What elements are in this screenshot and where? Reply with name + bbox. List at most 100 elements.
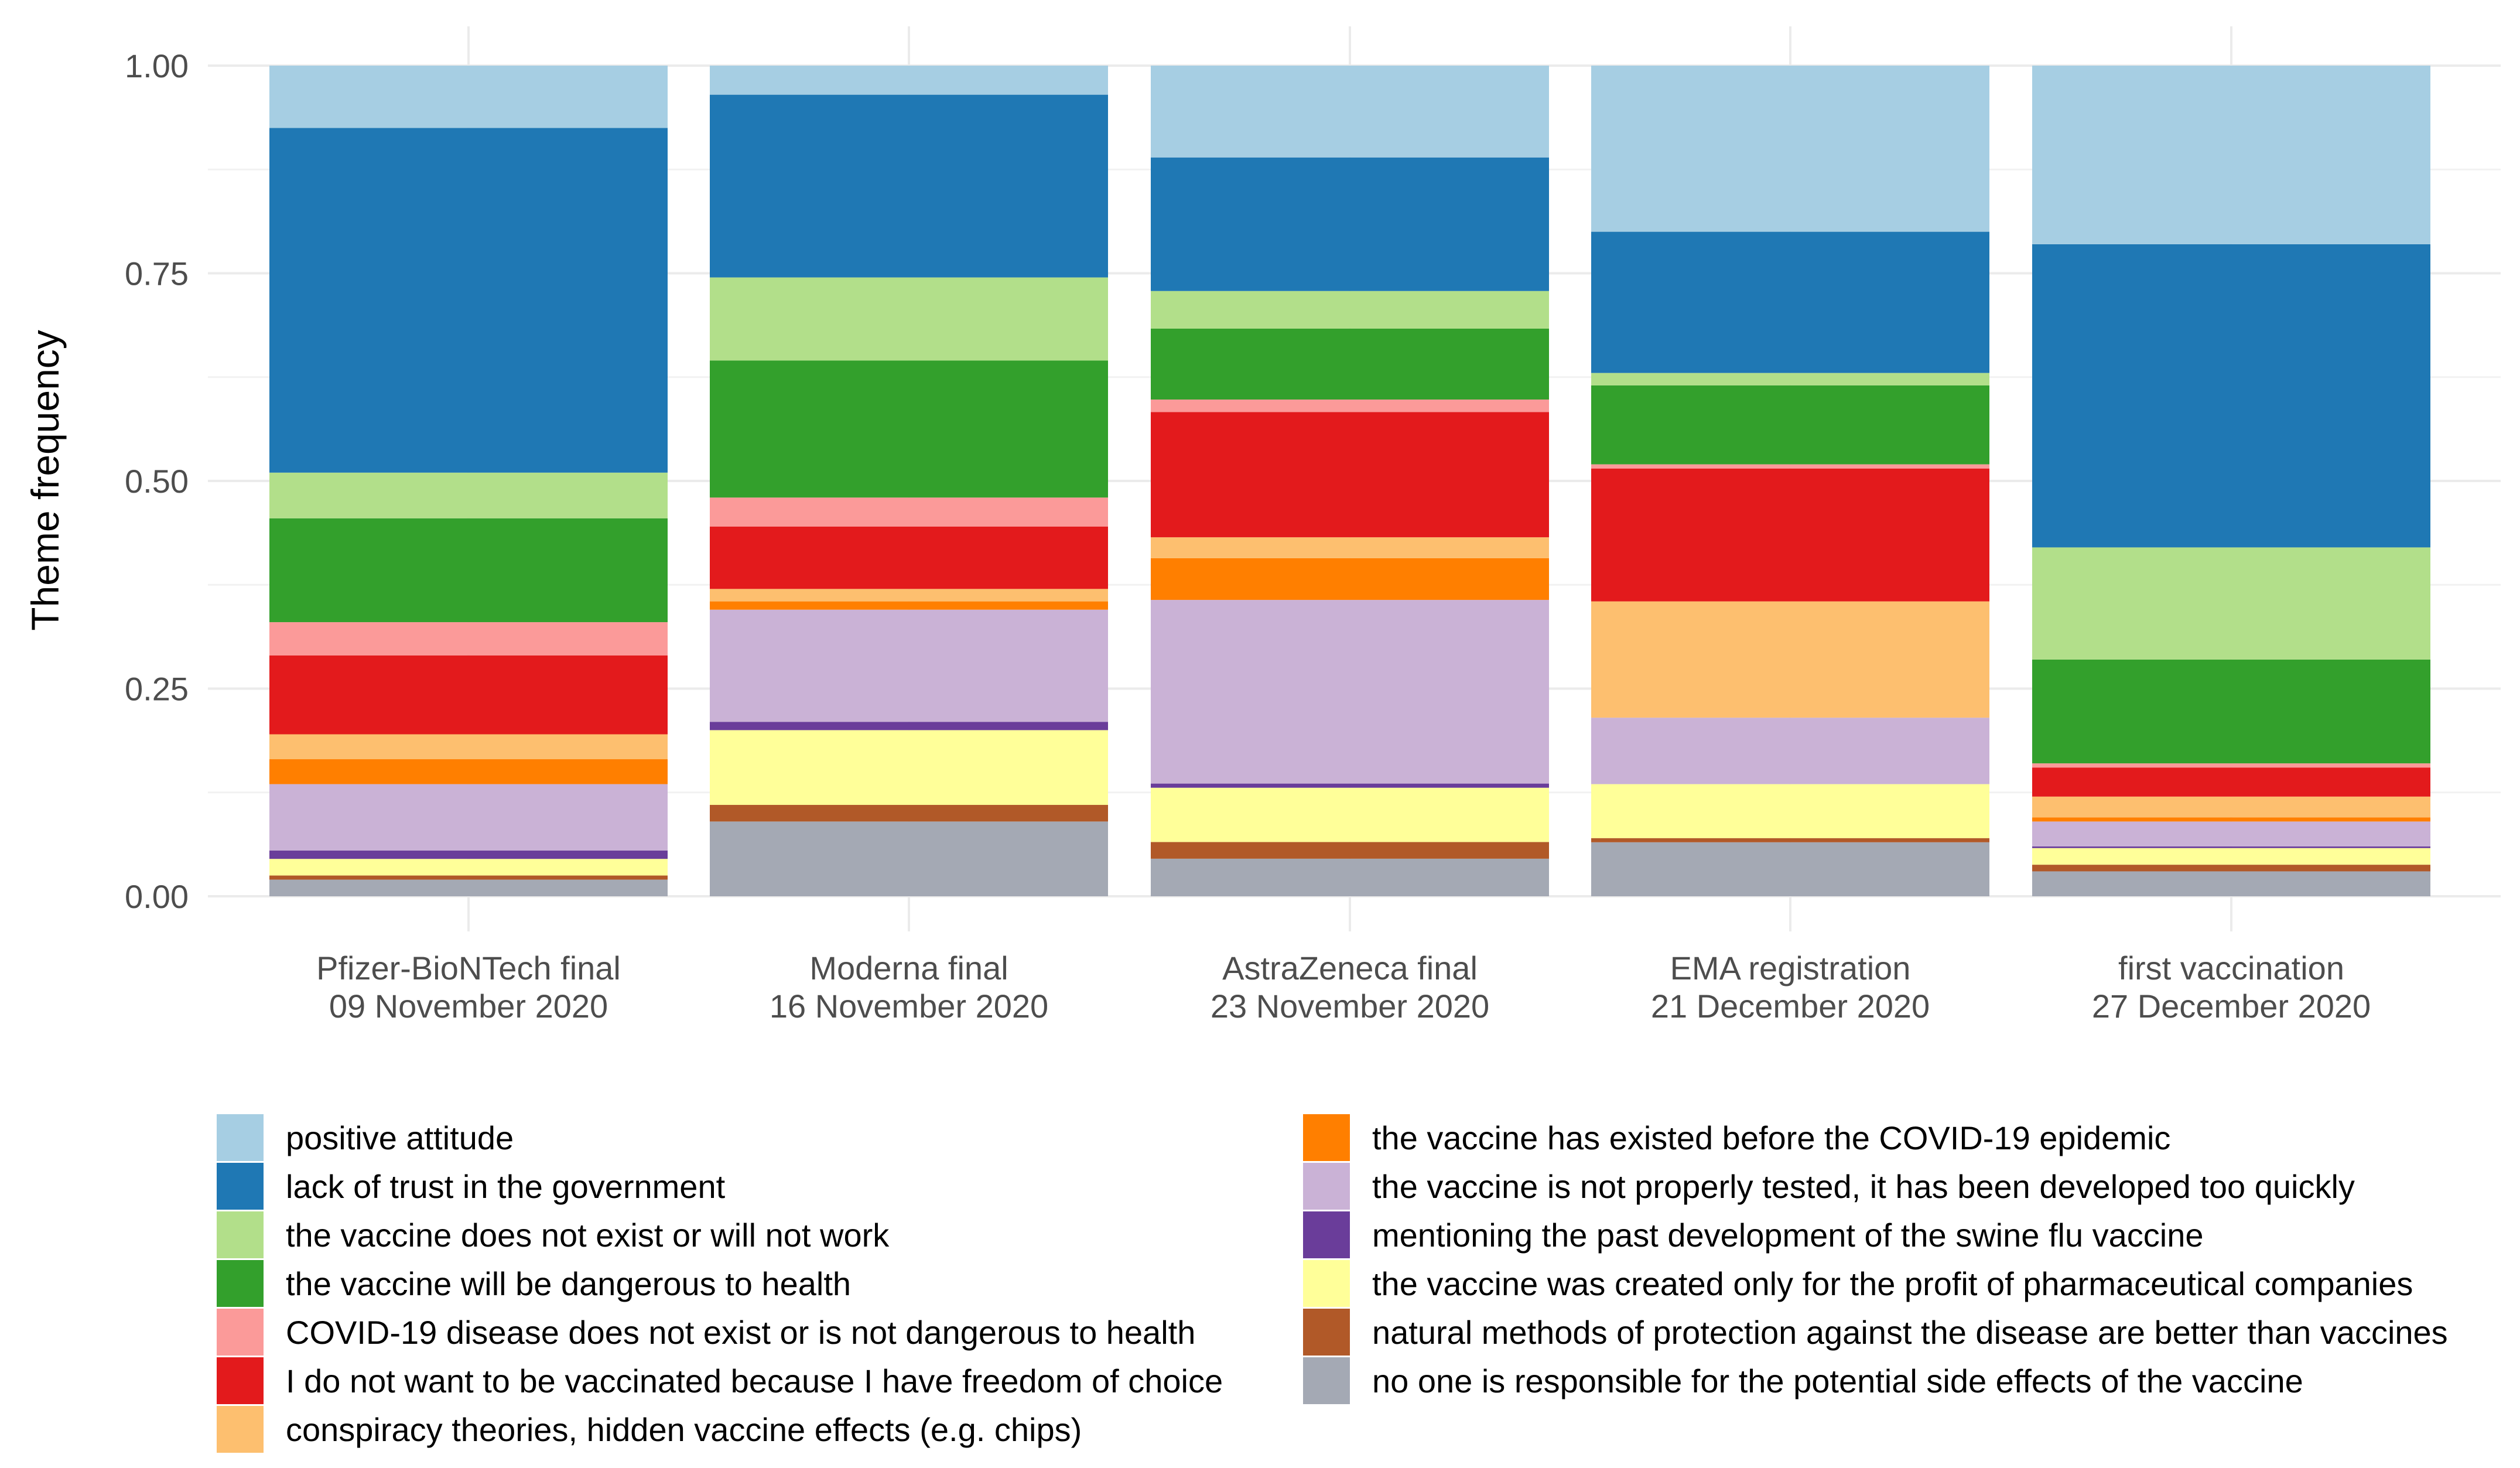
legend-key — [217, 1309, 264, 1356]
legend-key — [1303, 1211, 1350, 1258]
bar-segment — [1151, 858, 1549, 896]
y-tick-label: 0.00 — [125, 878, 189, 915]
bar-segment — [1591, 66, 1989, 232]
bar-segment — [1151, 291, 1549, 329]
bars-layer — [269, 66, 2430, 896]
bar-segment — [269, 128, 668, 473]
bar-segment — [710, 526, 1108, 589]
bar-segment — [710, 66, 1108, 95]
bar-segment — [710, 589, 1108, 602]
bar-segment — [2032, 871, 2430, 896]
y-tick-label: 0.25 — [125, 671, 189, 708]
bar-segment — [2032, 66, 2430, 244]
bar-segment — [1591, 373, 1989, 385]
bar-segment — [1151, 400, 1549, 412]
bar-segment — [1591, 464, 1989, 469]
bar-segment — [1151, 787, 1549, 842]
legend-key — [217, 1406, 264, 1453]
bar-segment — [710, 94, 1108, 278]
legend-label: no one is responsible for the potential … — [1372, 1363, 2303, 1399]
bar-segment — [1151, 558, 1549, 600]
legend-key — [217, 1357, 264, 1404]
bar-segment — [2032, 244, 2430, 548]
bar-segment — [1591, 838, 1989, 842]
bar-segment — [710, 360, 1108, 498]
bar-segment — [2032, 796, 2430, 818]
legend-label: COVID-19 disease does not exist or is no… — [286, 1314, 1195, 1351]
bar-segment — [2032, 817, 2430, 822]
bar-segment — [269, 875, 668, 880]
legend-key — [1303, 1260, 1350, 1307]
bar-segment — [269, 66, 668, 128]
legend-key — [217, 1260, 264, 1307]
bar-segment — [1151, 66, 1549, 158]
bar-segment — [269, 655, 668, 735]
y-axis-title: Theme frequency — [23, 330, 67, 631]
legend-label: the vaccine was created only for the pro… — [1372, 1265, 2413, 1302]
x-tick-label: AstraZeneca final — [1222, 950, 1478, 986]
legend-key — [217, 1211, 264, 1258]
bar-segment — [269, 518, 668, 623]
legend-key — [1303, 1357, 1350, 1404]
legend-key — [217, 1114, 264, 1161]
y-tick-label: 0.75 — [125, 255, 189, 292]
bar-segment — [1591, 601, 1989, 718]
x-tick-label: first vaccination — [2118, 950, 2344, 986]
bar-segment — [1151, 537, 1549, 558]
bar-segment — [1591, 231, 1989, 373]
bar-segment — [2032, 547, 2430, 660]
legend-key — [217, 1163, 264, 1210]
bar-segment — [1151, 328, 1549, 400]
bar-segment — [710, 497, 1108, 527]
x-tick-label-date: 09 November 2020 — [329, 988, 608, 1025]
bar-segment — [710, 730, 1108, 805]
y-axis: 0.00 0.25 0.50 0.75 1.00 — [125, 47, 189, 915]
bar-segment — [1151, 157, 1549, 291]
legend-label: I do not want to be vaccinated because I… — [286, 1363, 1223, 1399]
bar-segment — [1591, 842, 1989, 896]
bar-segment — [2032, 821, 2430, 846]
bar-segment — [1151, 842, 1549, 859]
bar-segment — [2032, 848, 2430, 865]
bar-segment — [269, 472, 668, 518]
legend-label: the vaccine has existed before the COVID… — [1372, 1119, 2170, 1156]
bar-segment — [710, 601, 1108, 610]
bar-segment — [1151, 412, 1549, 538]
bar-segment — [2032, 763, 2430, 768]
bar-segment — [269, 784, 668, 851]
bar-segment — [1591, 385, 1989, 465]
bar-segment — [269, 734, 668, 760]
bar-segment — [1151, 783, 1549, 788]
legend-label: conspiracy theories, hidden vaccine effe… — [286, 1411, 1082, 1448]
y-tick-label: 0.50 — [125, 463, 189, 500]
bar-segment — [1591, 718, 1989, 784]
bar-segment — [710, 277, 1108, 361]
bar-segment — [710, 609, 1108, 722]
legend-label: the vaccine does not exist or will not w… — [286, 1217, 890, 1254]
legend-key — [1303, 1309, 1350, 1356]
x-tick-label: Pfizer-BioNTech final — [316, 950, 621, 986]
x-tick-label-date: 21 December 2020 — [1651, 988, 1930, 1025]
bar-segment — [269, 622, 668, 656]
bar-segment — [1591, 784, 1989, 838]
x-tick-label: EMA registration — [1670, 950, 1911, 986]
legend-key — [1303, 1163, 1350, 1210]
bar-segment — [710, 821, 1108, 896]
bar-segment — [2032, 767, 2430, 797]
legend-label: mentioning the past development of the s… — [1372, 1217, 2204, 1254]
bar-segment — [2032, 846, 2430, 848]
bar-segment — [269, 759, 668, 784]
bar-segment — [1151, 600, 1549, 784]
bar-segment — [1591, 468, 1989, 602]
legend-label: the vaccine is not properly tested, it h… — [1372, 1168, 2355, 1205]
legend-label: the vaccine will be dangerous to health — [286, 1265, 851, 1302]
bar-segment — [269, 879, 668, 896]
legend: positive attitude lack of trust in the go… — [217, 1114, 2448, 1453]
x-tick-label-date: 16 November 2020 — [770, 988, 1048, 1025]
bar-segment — [710, 722, 1108, 730]
y-tick-label: 1.00 — [125, 47, 189, 84]
legend-label: lack of trust in the government — [286, 1168, 726, 1205]
bar-segment — [2032, 659, 2430, 764]
